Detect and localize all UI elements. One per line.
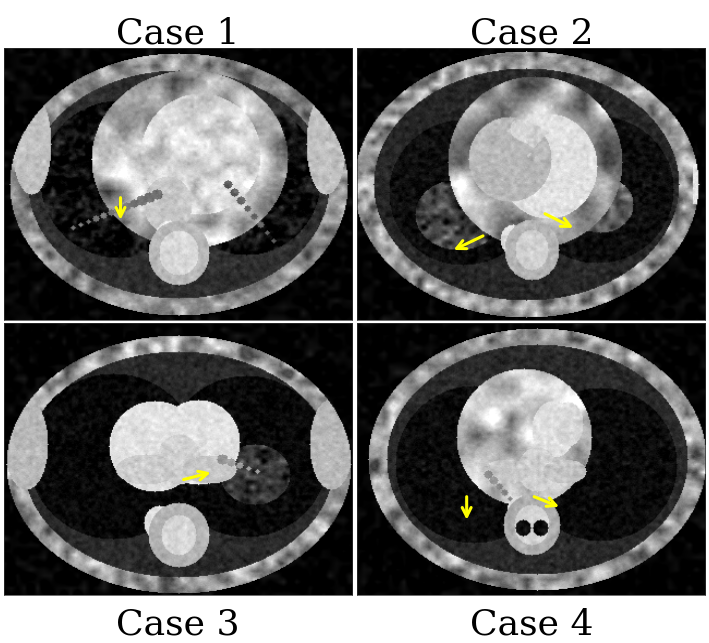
Text: Case 3: Case 3 xyxy=(116,608,240,642)
Text: Case 4: Case 4 xyxy=(469,608,593,642)
Text: Case 1: Case 1 xyxy=(116,16,240,50)
Text: Case 2: Case 2 xyxy=(469,16,593,50)
